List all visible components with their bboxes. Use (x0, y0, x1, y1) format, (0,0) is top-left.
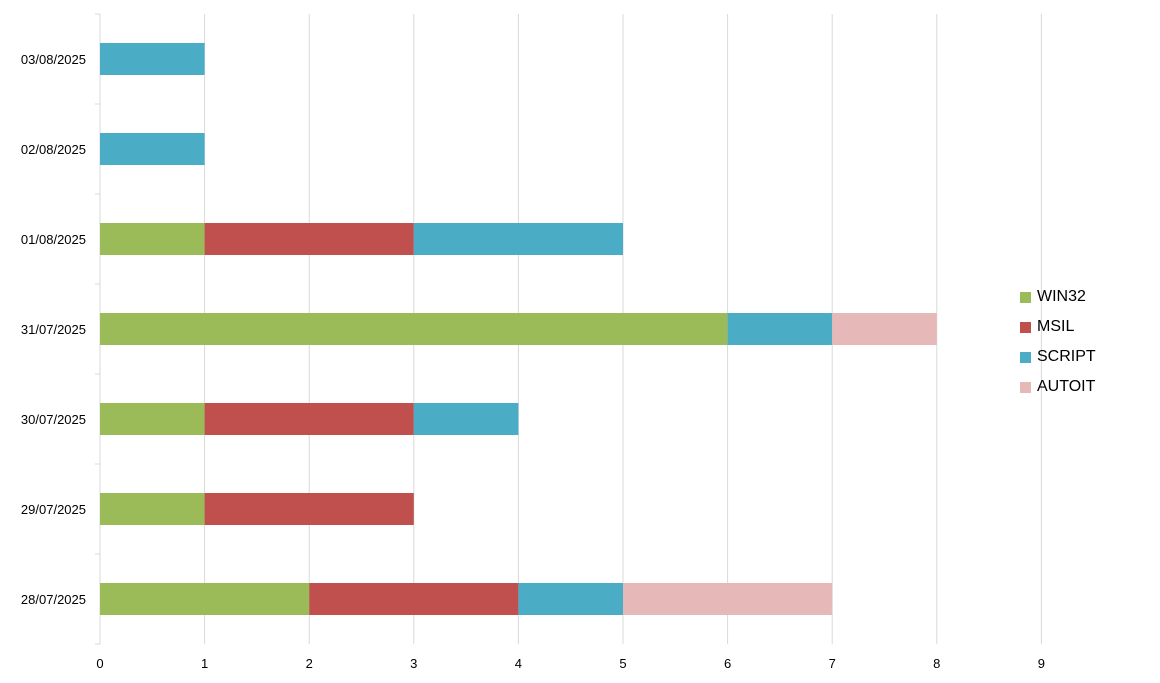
legend-label: WIN32 (1037, 288, 1086, 305)
bar-script (100, 43, 205, 75)
y-tick-label: 30/07/2025 (21, 412, 86, 427)
x-tick-label: 5 (619, 656, 626, 671)
bar-win32 (100, 223, 205, 255)
x-tick-label: 0 (96, 656, 103, 671)
bar-script (100, 133, 205, 165)
legend-label: AUTOIT (1037, 378, 1096, 395)
bar-autoit (623, 583, 833, 615)
y-tick-label: 31/07/2025 (21, 322, 86, 337)
x-tick-label: 8 (933, 656, 940, 671)
legend-item: AUTOIT (1020, 372, 1096, 402)
y-tick-label: 02/08/2025 (21, 142, 86, 157)
legend-item: SCRIPT (1020, 342, 1096, 372)
legend-item: MSIL (1020, 312, 1096, 342)
bar-win32 (100, 583, 310, 615)
legend-swatch (1020, 291, 1031, 303)
y-tick-label: 01/08/2025 (21, 232, 86, 247)
bar-msil (204, 493, 414, 525)
bar-win32 (100, 403, 205, 435)
x-tick-label: 3 (410, 656, 417, 671)
legend-label: SCRIPT (1037, 348, 1096, 365)
legend-item: WIN32 (1020, 282, 1096, 312)
bar-script (727, 313, 833, 345)
legend-swatch (1020, 351, 1031, 363)
legend-swatch (1020, 321, 1031, 333)
x-tick-label: 9 (1038, 656, 1045, 671)
bar-script (413, 223, 623, 255)
bar-autoit (832, 313, 937, 345)
bar-msil (204, 403, 414, 435)
legend-swatch (1020, 381, 1031, 393)
legend-label: MSIL (1037, 318, 1075, 335)
y-tick-label: 28/07/2025 (21, 592, 86, 607)
bar-script (518, 583, 623, 615)
x-tick-label: 7 (829, 656, 836, 671)
chart-legend: WIN32 MSIL SCRIPT AUTOIT (1020, 282, 1096, 402)
y-tick-label: 29/07/2025 (21, 502, 86, 517)
y-tick-label: 03/08/2025 (21, 52, 86, 67)
x-tick-label: 2 (306, 656, 313, 671)
bar-msil (309, 583, 519, 615)
x-tick-label: 1 (201, 656, 208, 671)
x-tick-label: 4 (515, 656, 522, 671)
bar-script (413, 403, 519, 435)
bar-msil (204, 223, 414, 255)
bar-win32 (100, 493, 205, 525)
bar-win32 (100, 313, 728, 345)
x-tick-label: 6 (724, 656, 731, 671)
